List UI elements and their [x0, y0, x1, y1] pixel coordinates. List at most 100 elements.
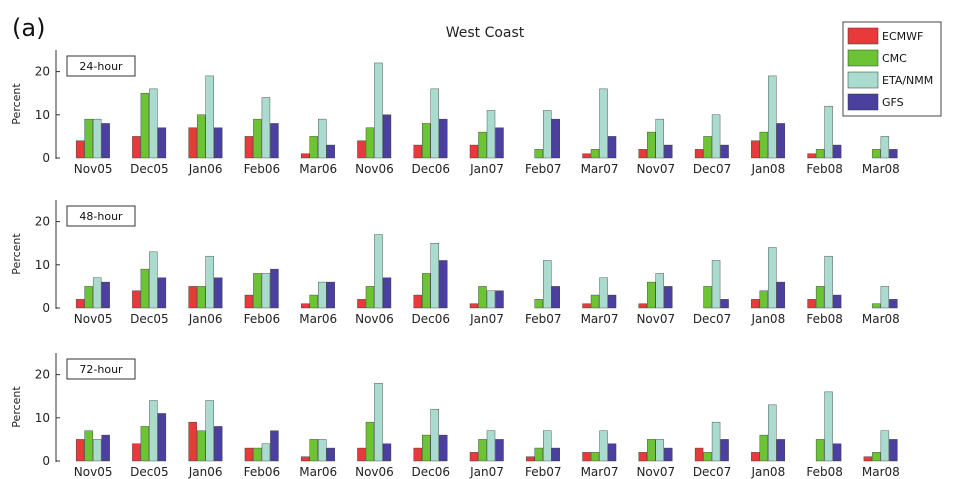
x-tick-label: Dec06 — [411, 465, 450, 479]
panel-tag-label: 72-hour — [79, 363, 123, 376]
bar-gfs-dec07 — [720, 144, 729, 159]
bar-gfs-jan06 — [213, 127, 223, 159]
bar-ecmwf-nov06 — [357, 299, 366, 309]
x-tick-label: Nov05 — [74, 162, 113, 176]
bar-cmc-jan07 — [478, 286, 487, 309]
bar-ecmwf-nov05 — [75, 299, 85, 309]
bar-gfs-jan07 — [495, 290, 504, 309]
x-tick-label: Dec07 — [693, 162, 732, 176]
bar-ecmwf-nov05 — [75, 439, 85, 462]
bar-gfs-dec07 — [720, 299, 729, 309]
bar-cmc-feb07 — [534, 149, 543, 159]
bar-ecmwf-feb08 — [807, 299, 816, 309]
y-tick-label: 20 — [35, 368, 50, 382]
x-tick-label: Feb08 — [806, 465, 843, 479]
bar-cmc-mar06 — [309, 439, 318, 462]
bar-eta-nmm-mar07 — [599, 88, 608, 159]
x-tick-label: Feb08 — [806, 312, 843, 326]
bar-ecmwf-dec06 — [413, 294, 422, 309]
bar-ecmwf-mar07 — [582, 153, 591, 159]
x-tick-label: Jan06 — [188, 162, 223, 176]
bar-eta-nmm-dec06 — [430, 88, 439, 159]
bar-cmc-mar06 — [309, 136, 318, 159]
x-tick-label: Dec05 — [130, 162, 169, 176]
legend-label: GFS — [882, 96, 904, 109]
bar-cmc-mar08 — [872, 452, 881, 462]
bar-cmc-dec05 — [140, 268, 150, 309]
bar-gfs-feb08 — [832, 443, 842, 462]
x-tick-label: Mar06 — [299, 162, 337, 176]
x-tick-label: Nov06 — [355, 312, 394, 326]
bar-cmc-feb06 — [253, 273, 262, 309]
bar-eta-nmm-feb08 — [824, 255, 833, 309]
bar-cmc-mar07 — [590, 452, 600, 462]
x-tick-label: Feb07 — [525, 312, 562, 326]
bar-gfs-feb08 — [832, 294, 842, 309]
bar-cmc-feb06 — [253, 118, 262, 159]
bar-gfs-feb07 — [551, 286, 560, 309]
bar-gfs-jan08 — [776, 123, 786, 159]
x-tick-label: Dec06 — [411, 162, 450, 176]
x-tick-label: Nov07 — [636, 465, 675, 479]
legend-label: ETA/NMM — [882, 74, 933, 87]
bar-cmc-mar07 — [590, 294, 600, 309]
bar-cmc-nov06 — [365, 127, 375, 159]
y-axis-label: Percent — [10, 233, 23, 275]
bar-eta-nmm-dec05 — [149, 400, 158, 462]
legend-swatch-cmc — [847, 49, 879, 67]
bar-gfs-mar06 — [326, 447, 335, 462]
x-tick-label: Mar08 — [862, 312, 900, 326]
x-tick-label: Jan08 — [750, 162, 785, 176]
bar-ecmwf-feb08 — [807, 153, 816, 159]
bar-ecmwf-nov06 — [357, 447, 366, 462]
y-tick-label: 0 — [42, 151, 50, 165]
x-tick-label: Mar08 — [862, 465, 900, 479]
panel-tag-label: 24-hour — [79, 60, 123, 73]
x-tick-label: Nov05 — [74, 465, 113, 479]
y-tick-label: 10 — [35, 411, 50, 425]
bar-gfs-mar08 — [889, 439, 898, 462]
bar-eta-nmm-feb06 — [261, 443, 271, 462]
y-tick-label: 10 — [35, 108, 50, 122]
bar-cmc-dec06 — [422, 273, 431, 309]
x-tick-label: Nov06 — [355, 162, 394, 176]
bar-gfs-jan08 — [776, 439, 786, 462]
bar-eta-nmm-nov06 — [374, 383, 383, 462]
bar-cmc-mar07 — [590, 149, 600, 159]
bar-gfs-mar06 — [326, 281, 335, 309]
bar-ecmwf-mar07 — [582, 303, 591, 309]
bar-gfs-feb06 — [270, 268, 279, 309]
legend: ECMWF CMC ETA/NMM GFS — [842, 21, 942, 117]
x-tick-label: Dec06 — [411, 312, 450, 326]
bar-cmc-nov07 — [647, 131, 656, 159]
x-tick-label: Jan07 — [469, 162, 504, 176]
chart-panel-48-hour: 0 10 20 Percent 48-hour Nov05 Dec05 Jan06 Feb06 M… — [10, 200, 900, 326]
y-axis-label: Percent — [10, 386, 23, 428]
bar-cmc-jan06 — [196, 286, 206, 309]
bar-eta-nmm-nov05 — [92, 439, 102, 462]
bar-gfs-mar06 — [326, 144, 335, 159]
bar-gfs-mar07 — [607, 443, 617, 462]
bar-cmc-jan07 — [478, 439, 487, 462]
bar-cmc-feb08 — [815, 149, 825, 159]
bar-cmc-mar08 — [872, 303, 881, 309]
x-tick-label: Nov07 — [636, 162, 675, 176]
x-tick-label: Jan07 — [469, 312, 504, 326]
bar-gfs-jan06 — [213, 277, 223, 309]
bar-ecmwf-nov07 — [638, 149, 647, 159]
bar-gfs-dec06 — [439, 260, 448, 309]
bar-ecmwf-dec07 — [694, 447, 704, 462]
bar-eta-nmm-nov06 — [374, 234, 383, 309]
bar-eta-nmm-nov05 — [92, 277, 102, 309]
bar-gfs-nov05 — [101, 434, 110, 462]
bar-eta-nmm-feb06 — [261, 97, 271, 159]
panel-tag-box — [66, 55, 136, 77]
bar-ecmwf-jan07 — [469, 303, 479, 309]
bar-ecmwf-feb06 — [244, 294, 254, 309]
legend-swatch-ecmwf — [847, 27, 879, 45]
bar-gfs-feb06 — [270, 123, 279, 159]
bar-ecmwf-mar06 — [301, 153, 310, 159]
bar-eta-nmm-jan06 — [205, 75, 214, 159]
bar-eta-nmm-jan08 — [768, 247, 777, 309]
